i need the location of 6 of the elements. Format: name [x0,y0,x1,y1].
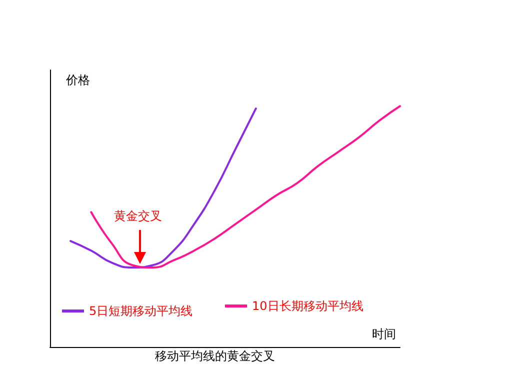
legend-label: 5日短期移动平均线 [89,304,193,318]
legend-label: 10日长期移动平均线 [252,299,364,313]
annotation: 黄金交叉 [114,209,162,223]
x-axis-title: 时间 [372,327,396,341]
y-axis-title: 价格 [65,73,90,87]
text: 移动平均线的黄金交叉 [155,349,275,363]
